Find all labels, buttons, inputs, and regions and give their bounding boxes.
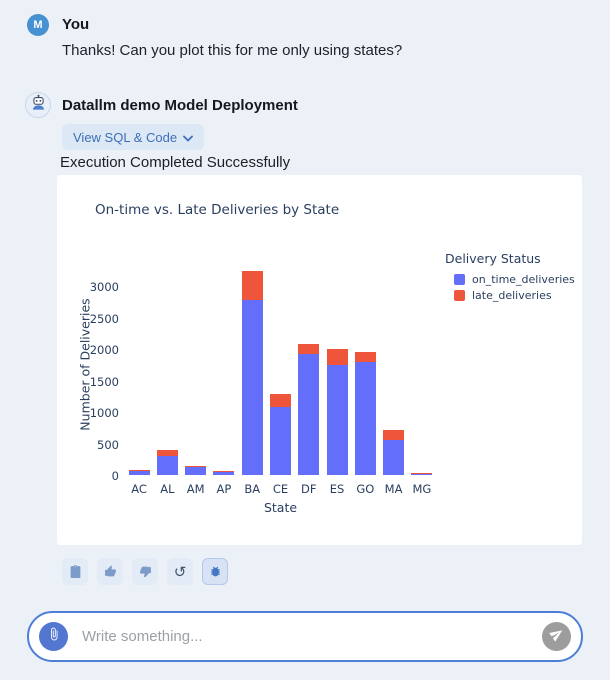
message-composer	[27, 611, 583, 662]
message-input[interactable]	[82, 628, 542, 645]
bot-sender-name: Datallm demo Model Deployment	[62, 97, 298, 114]
legend-swatch	[454, 290, 465, 301]
x-axis-label: State	[263, 500, 298, 515]
y-tick-label: 2000	[89, 343, 119, 358]
bar-segment	[354, 362, 376, 475]
bar-segment	[326, 365, 348, 475]
x-tick-label: MG	[412, 482, 432, 496]
x-tick-label: AP	[216, 482, 232, 496]
bar-segment	[128, 470, 150, 475]
y-tick-label: 0	[111, 469, 119, 483]
execution-status-text: Execution Completed Successfully	[60, 154, 291, 171]
paperclip-icon	[47, 627, 61, 646]
bar-segment	[411, 473, 433, 475]
regenerate-button[interactable]: ↺	[167, 558, 193, 585]
bar-segment	[298, 343, 320, 354]
undo-icon: ↺	[173, 562, 187, 581]
message-actions: ↺	[62, 558, 228, 585]
x-tick-label: ES	[329, 482, 345, 496]
bar-segment	[185, 466, 207, 475]
legend-swatch	[454, 274, 465, 285]
bar-segment	[241, 271, 263, 300]
thumbs-down-icon	[139, 565, 152, 578]
user-avatar: M	[27, 14, 49, 36]
chart-title: On-time vs. Late Deliveries by State	[95, 202, 340, 218]
bar-segment	[156, 456, 178, 475]
bar-segment	[213, 471, 235, 475]
legend-label: late_deliveries	[472, 289, 552, 302]
y-tick-label: 1000	[89, 406, 119, 421]
y-tick-label: 2500	[89, 311, 119, 326]
report-bug-button[interactable]	[202, 558, 228, 585]
bar-segment	[185, 466, 207, 468]
view-sql-code-label: View SQL & Code	[73, 129, 178, 145]
x-tick-label: BA	[244, 482, 261, 496]
bar-segment	[156, 449, 178, 457]
legend-item[interactable]: on_time_deliveries	[454, 273, 575, 286]
robot-icon	[30, 94, 47, 116]
y-tick-label: 1500	[89, 374, 119, 389]
x-tick-label: GO	[356, 482, 375, 496]
legend: Delivery Status on_time_deliveries late_d…	[445, 251, 575, 305]
bar-segment	[270, 407, 291, 475]
y-tick-label: 3000	[89, 280, 119, 295]
user-sender-name: You	[62, 16, 90, 33]
thumbs-up-icon	[104, 565, 117, 578]
send-icon	[548, 627, 564, 646]
attach-file-button[interactable]	[39, 622, 68, 651]
bar-segment	[383, 430, 405, 440]
legend-title: Delivery Status	[445, 251, 541, 266]
x-tick-label: CE	[272, 482, 289, 496]
x-tick-label: AC	[131, 482, 147, 496]
copy-button[interactable]	[62, 558, 88, 585]
thumbs-up-button[interactable]	[97, 558, 123, 585]
chart-card: On-time vs. Late Deliveries by State Num…	[57, 175, 582, 545]
bar-segment	[213, 471, 235, 473]
legend-label: on_time_deliveries	[472, 273, 575, 286]
bar-segment	[128, 469, 150, 471]
bar-segment	[298, 353, 320, 475]
bar-segment	[241, 299, 263, 475]
x-tick-label: MA	[384, 482, 403, 496]
bug-icon	[209, 565, 222, 578]
legend-item[interactable]: late_deliveries	[454, 289, 575, 302]
chevron-down-icon	[183, 130, 193, 145]
bar-segment	[326, 348, 348, 366]
bar-segment	[270, 394, 291, 408]
bot-avatar	[25, 92, 51, 118]
view-sql-code-button[interactable]: View SQL & Code	[62, 124, 205, 150]
bar-segment	[383, 439, 405, 475]
clipboard-icon	[69, 565, 82, 578]
thumbs-down-button[interactable]	[132, 558, 158, 585]
x-tick-label: AL	[160, 482, 175, 496]
user-message-text: Thanks! Can you plot this for me only us…	[62, 42, 403, 59]
x-tick-label: DF	[301, 482, 317, 496]
x-tick-label: AM	[186, 482, 205, 496]
y-tick-label: 500	[97, 437, 119, 452]
bar-segment	[354, 351, 376, 363]
send-button[interactable]	[542, 622, 571, 651]
